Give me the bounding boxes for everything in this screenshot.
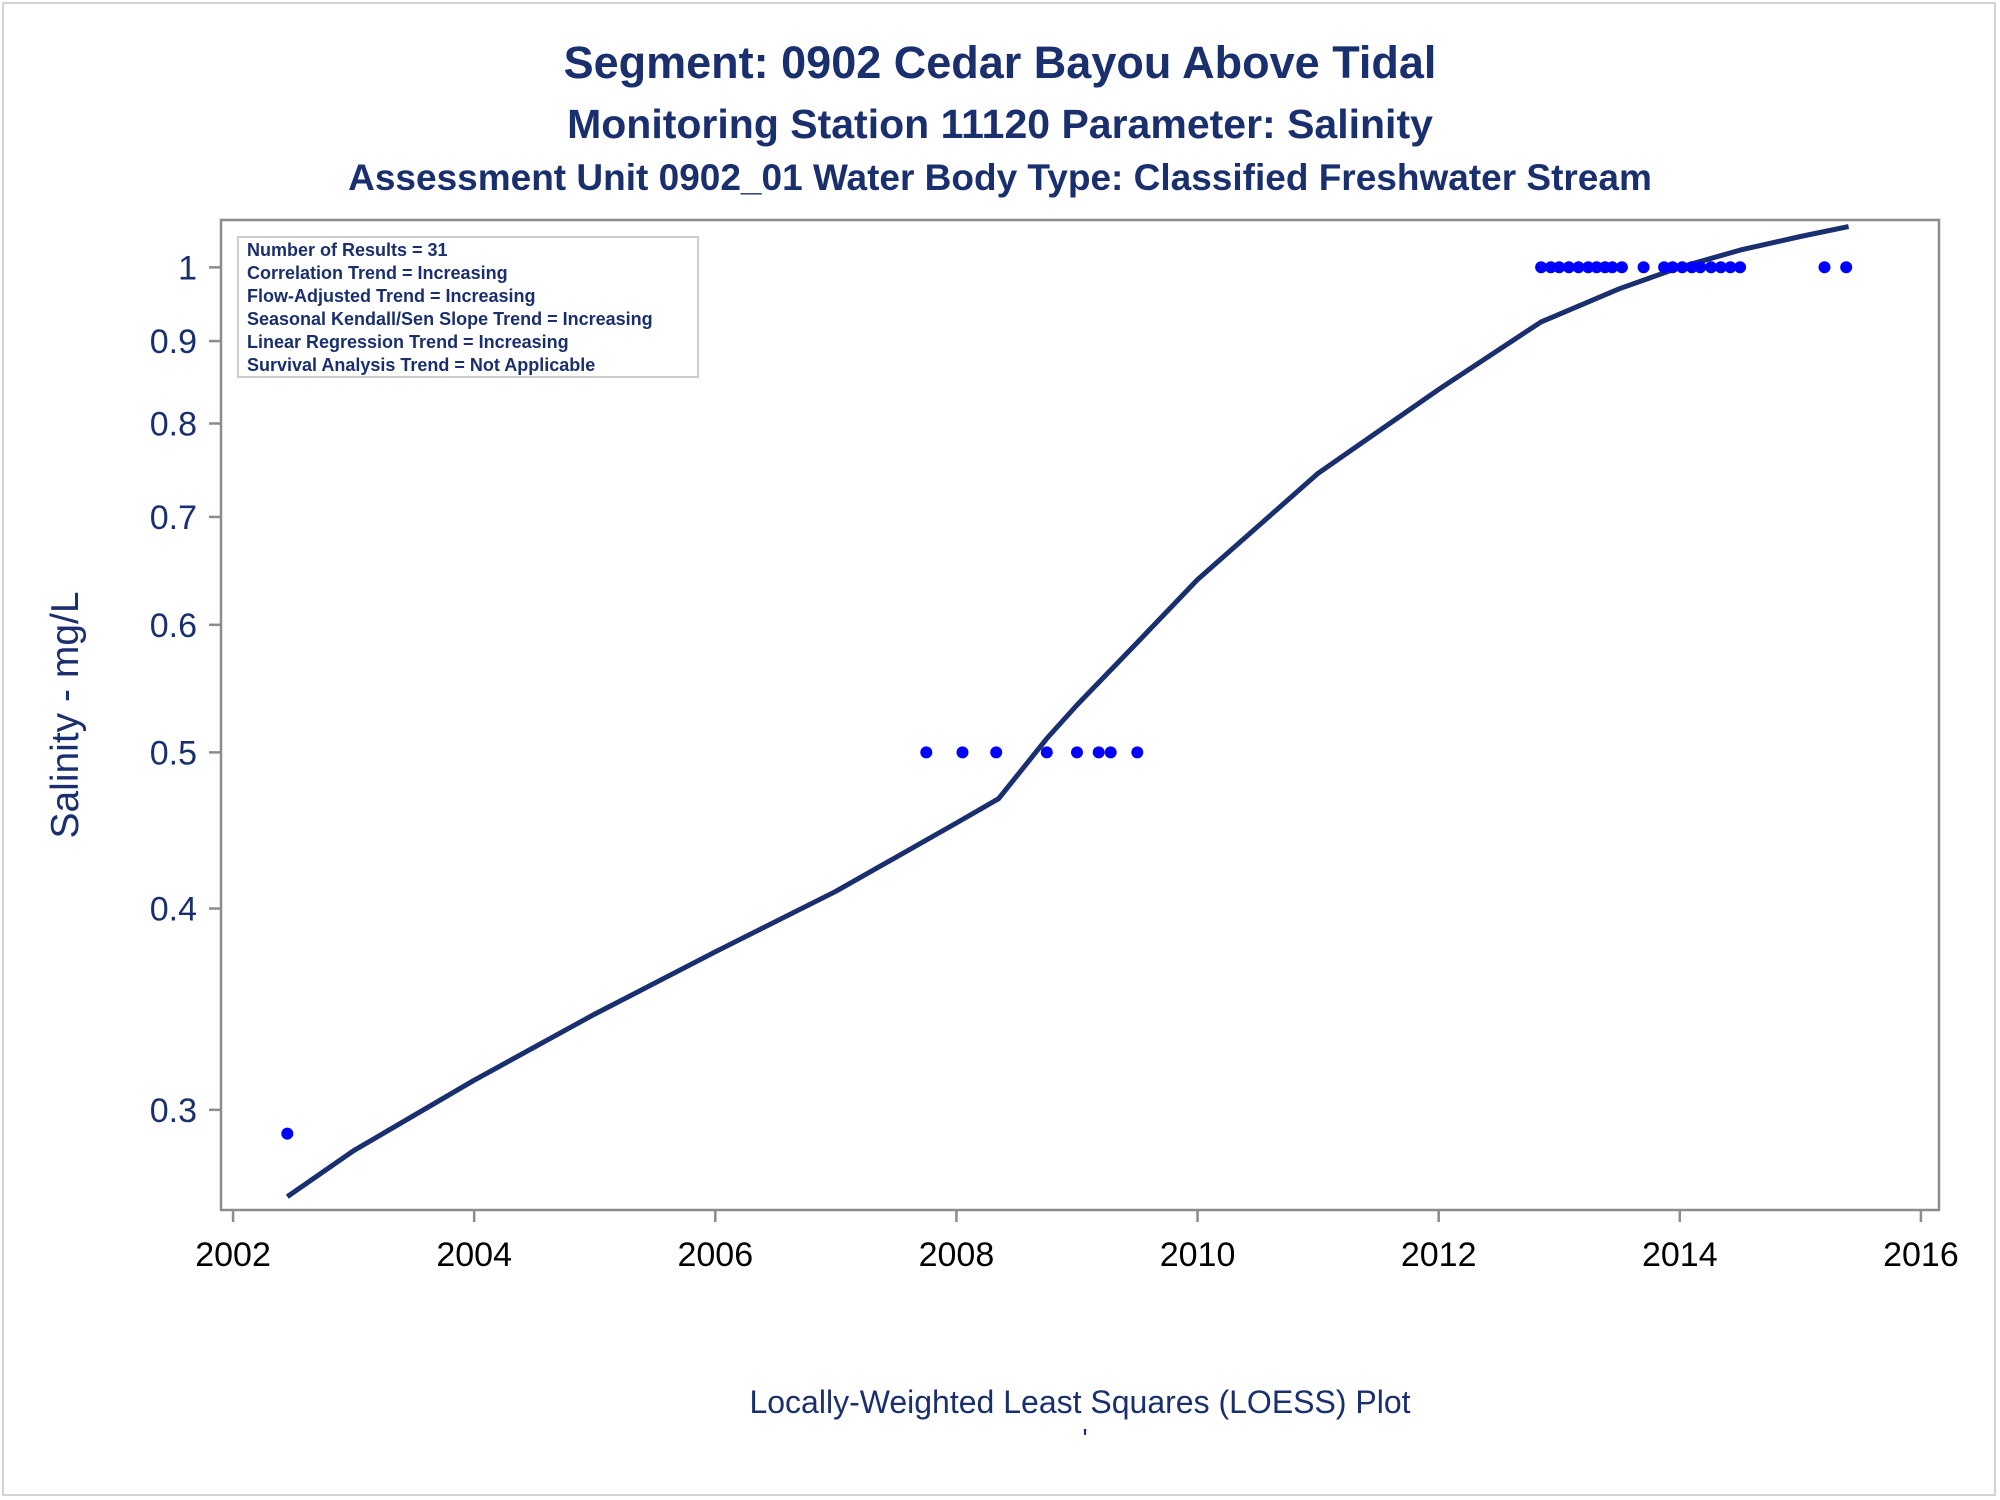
x-tick-label: 2016 — [1883, 1236, 1959, 1274]
y-tick-label: 1 — [178, 249, 197, 287]
stat-correlation-trend: Correlation Trend = Increasing — [247, 263, 508, 283]
data-point — [956, 746, 969, 759]
data-point — [1714, 261, 1727, 274]
data-point — [1615, 261, 1628, 274]
data-point — [1676, 261, 1689, 274]
x-tick-label: 2006 — [677, 1236, 753, 1274]
y-tick-label: 0.5 — [150, 734, 197, 772]
chart-title: Segment: 0902 Cedar Bayou Above Tidal — [564, 37, 1437, 88]
data-point — [1658, 261, 1671, 274]
data-point — [1544, 261, 1557, 274]
stat-survival-analysis-trend: Survival Analysis Trend = Not Applicable — [247, 355, 595, 375]
data-point — [1572, 261, 1585, 274]
x-tick-label: 2004 — [436, 1236, 512, 1274]
data-point — [1637, 261, 1650, 274]
data-point — [1040, 746, 1053, 759]
data-point — [1535, 261, 1548, 274]
data-point — [1104, 746, 1117, 759]
chart-subtitle-2: Assessment Unit 0902_01 Water Body Type:… — [348, 157, 1652, 198]
data-point — [1734, 261, 1747, 274]
y-tick-label: 0.9 — [150, 323, 197, 361]
y-tick-label: 0.8 — [150, 405, 197, 443]
data-point — [1562, 261, 1575, 274]
stat-linear-regression-trend: Linear Regression Trend = Increasing — [247, 332, 569, 352]
y-axis-label: Salinity - mg/L — [44, 591, 87, 838]
footnote: Locally-Weighted Least Squares (LOESS) P… — [749, 1384, 1410, 1420]
data-point — [1553, 261, 1566, 274]
data-point — [1840, 261, 1853, 274]
data-point — [1582, 261, 1595, 274]
data-point — [1685, 261, 1698, 274]
stat-number-of-results: Number of Results = 31 — [247, 240, 448, 260]
data-point — [1818, 261, 1831, 274]
data-point — [1092, 746, 1105, 759]
statistics-box-border — [237, 236, 699, 378]
chart-subtitle: Monitoring Station 11120 Parameter: Sali… — [567, 101, 1433, 147]
x-axis: 2002 2004 2006 2008 2010 2012 2014 2016 — [195, 1210, 1959, 1274]
data-point — [281, 1127, 294, 1140]
x-tick-label: 2010 — [1160, 1236, 1236, 1274]
data-point — [1590, 261, 1603, 274]
data-point — [1131, 746, 1144, 759]
y-tick-label: 0.4 — [150, 891, 197, 929]
y-tick-label: 0.6 — [150, 607, 197, 645]
stat-seasonal-kendall-trend: Seasonal Kendall/Sen Slope Trend = Incre… — [247, 309, 653, 329]
y-axis: 0.3 0.4 0.5 0.6 0.7 0.8 0.9 1 — [150, 249, 221, 1130]
data-point — [990, 746, 1003, 759]
data-point — [1694, 261, 1707, 274]
data-point — [1705, 261, 1718, 274]
data-point — [920, 746, 933, 759]
y-tick-label: 0.7 — [150, 499, 197, 537]
x-tick-label: 2012 — [1401, 1236, 1477, 1274]
x-tick-label: 2002 — [195, 1236, 271, 1274]
plot-area — [219, 218, 1941, 1212]
data-point — [1666, 261, 1679, 274]
x-tick-label: 2008 — [919, 1236, 995, 1274]
data-point — [1071, 746, 1083, 759]
x-tick-label: 2014 — [1642, 1236, 1718, 1274]
data-point — [1606, 261, 1619, 274]
y-tick-label: 0.3 — [150, 1092, 197, 1130]
series-layer — [281, 224, 1853, 1199]
data-point — [1724, 261, 1737, 274]
stat-flow-adjusted-trend: Flow-Adjusted Trend = Increasing — [247, 286, 536, 306]
footnote-mark: ' — [1082, 1423, 1087, 1454]
statistics-box: Number of Results = 31 Correlation Trend… — [237, 236, 699, 378]
